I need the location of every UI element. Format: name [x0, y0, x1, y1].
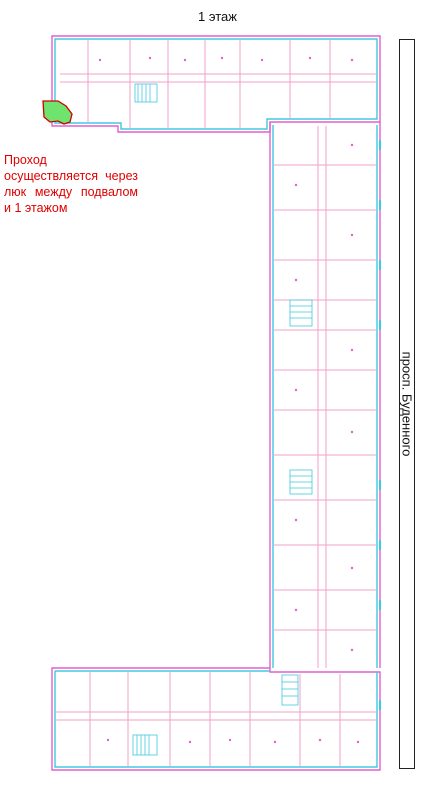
hatch-note: Проход осуществляется через люк между по…: [4, 153, 138, 215]
room-markers: [98, 56, 360, 744]
interior-walls: [56, 40, 376, 766]
stairwells: [132, 83, 313, 756]
street-frame: [399, 39, 415, 769]
hatch-area-highlight: [42, 100, 73, 125]
floor-title: 1 этаж: [198, 9, 237, 24]
street-label: просп. Буденного: [399, 351, 415, 457]
building-outline: [51, 35, 381, 771]
